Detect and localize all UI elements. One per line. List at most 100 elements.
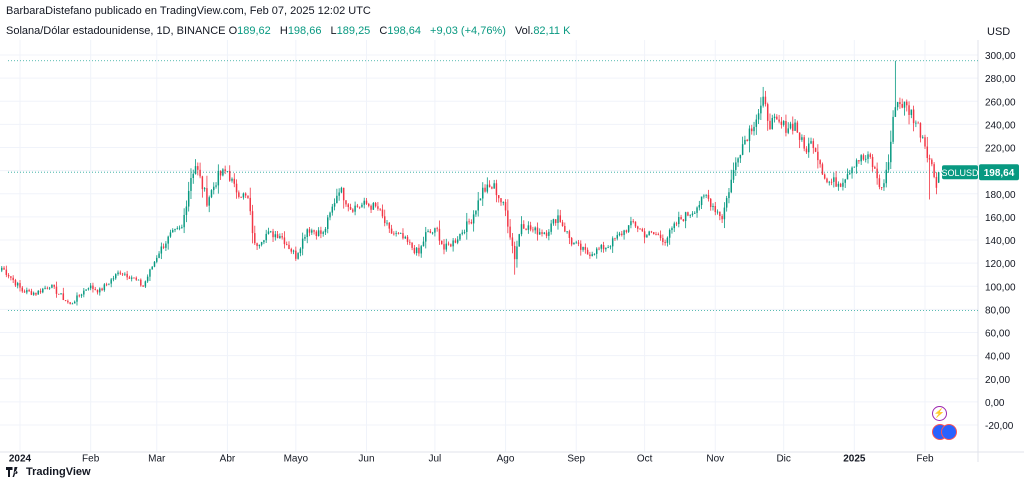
candle-body xyxy=(256,243,258,247)
candle-body xyxy=(552,219,555,224)
candle-body xyxy=(725,198,728,208)
candle-body xyxy=(855,160,858,167)
candle-body xyxy=(794,122,796,131)
candle-body xyxy=(327,217,329,229)
candle-body xyxy=(388,222,391,229)
candle-body xyxy=(215,185,217,187)
candle-body xyxy=(716,211,719,213)
y-tick-label: 220,00 xyxy=(985,144,1016,155)
candle-body xyxy=(103,284,106,291)
candle-body xyxy=(71,303,74,305)
candle-body xyxy=(445,243,448,250)
candle-body xyxy=(630,221,632,226)
candle-body xyxy=(133,277,135,279)
candle-body xyxy=(420,246,422,254)
candle-body xyxy=(821,164,824,175)
x-tick-label: Jun xyxy=(358,453,374,464)
candle-body xyxy=(365,200,368,204)
candle-body xyxy=(472,214,475,224)
candle-body xyxy=(878,178,881,188)
x-tick-label: Mar xyxy=(148,453,166,464)
x-tick-label: Ago xyxy=(497,453,515,464)
candle-body xyxy=(199,169,201,177)
low-value: 189,25 xyxy=(336,25,371,37)
candle-body xyxy=(126,273,128,278)
candle-body xyxy=(912,109,915,124)
candle-body xyxy=(463,231,466,233)
candle-body xyxy=(482,187,484,199)
candle-body xyxy=(124,273,126,275)
candle-body xyxy=(864,158,867,160)
candle-body xyxy=(135,277,138,280)
candle-body xyxy=(582,247,584,250)
candle-body xyxy=(149,269,151,277)
high-value: 198,66 xyxy=(287,25,322,37)
candle-body xyxy=(224,169,226,172)
candle-body xyxy=(529,225,532,230)
candle-body xyxy=(470,222,473,224)
candle-body xyxy=(162,246,165,248)
candle-body xyxy=(741,144,744,155)
candle-body xyxy=(238,192,240,197)
candle-body xyxy=(288,244,290,250)
candle-body xyxy=(434,228,436,233)
candle-body xyxy=(475,210,477,215)
candle-body xyxy=(171,230,174,233)
candle-body xyxy=(87,288,90,290)
candle-body xyxy=(178,227,181,229)
us-flag-icon[interactable] xyxy=(941,424,957,440)
candle-body xyxy=(760,105,762,114)
candle-body xyxy=(452,240,454,247)
candle-body xyxy=(352,209,354,212)
candle-body xyxy=(928,158,931,160)
candle-body xyxy=(527,225,530,230)
y-tick-label: 300,00 xyxy=(985,51,1016,62)
candle-body xyxy=(112,278,115,280)
candle-body xyxy=(639,228,641,230)
candle-body xyxy=(466,221,468,232)
tradingview-footer[interactable]: TradingView xyxy=(6,466,91,478)
candle-body xyxy=(185,206,188,215)
y-tick-label: 280,00 xyxy=(985,74,1016,85)
candle-body xyxy=(673,223,675,229)
candle-body xyxy=(662,238,664,243)
candle-body xyxy=(167,236,169,244)
candle-body xyxy=(194,166,197,174)
currency-label[interactable]: USD xyxy=(987,26,1011,38)
candle-body xyxy=(883,183,885,188)
y-tick-label: 160,00 xyxy=(985,213,1016,224)
candle-body xyxy=(174,229,176,231)
candle-body xyxy=(621,233,623,235)
candle-body xyxy=(254,233,256,244)
candle-body xyxy=(935,176,938,188)
candle-body xyxy=(903,101,906,108)
candle-body xyxy=(128,277,131,279)
candle-body xyxy=(393,233,395,235)
candle-body xyxy=(796,122,799,133)
candle-body xyxy=(176,228,179,230)
candle-body xyxy=(67,300,69,303)
candle-body xyxy=(363,200,365,205)
candle-body xyxy=(561,222,564,227)
candle-body xyxy=(611,238,614,247)
candle-body xyxy=(440,240,443,245)
candle-body xyxy=(890,141,892,163)
candle-body xyxy=(80,294,83,296)
candle-body xyxy=(862,155,865,160)
candle-body xyxy=(297,253,299,259)
lightning-icon[interactable]: ⚡ xyxy=(932,406,947,421)
candle-body xyxy=(798,132,801,140)
candle-body xyxy=(632,221,634,222)
candle-body xyxy=(509,226,511,238)
candle-body xyxy=(263,240,265,243)
candle-body xyxy=(495,183,498,196)
candle-body xyxy=(573,242,575,245)
candle-body xyxy=(7,274,10,277)
candle-body xyxy=(812,141,815,149)
candle-body xyxy=(518,234,520,247)
candle-body xyxy=(637,226,639,229)
candle-body xyxy=(539,232,541,235)
candle-body xyxy=(641,229,644,232)
candle-body xyxy=(153,261,156,267)
